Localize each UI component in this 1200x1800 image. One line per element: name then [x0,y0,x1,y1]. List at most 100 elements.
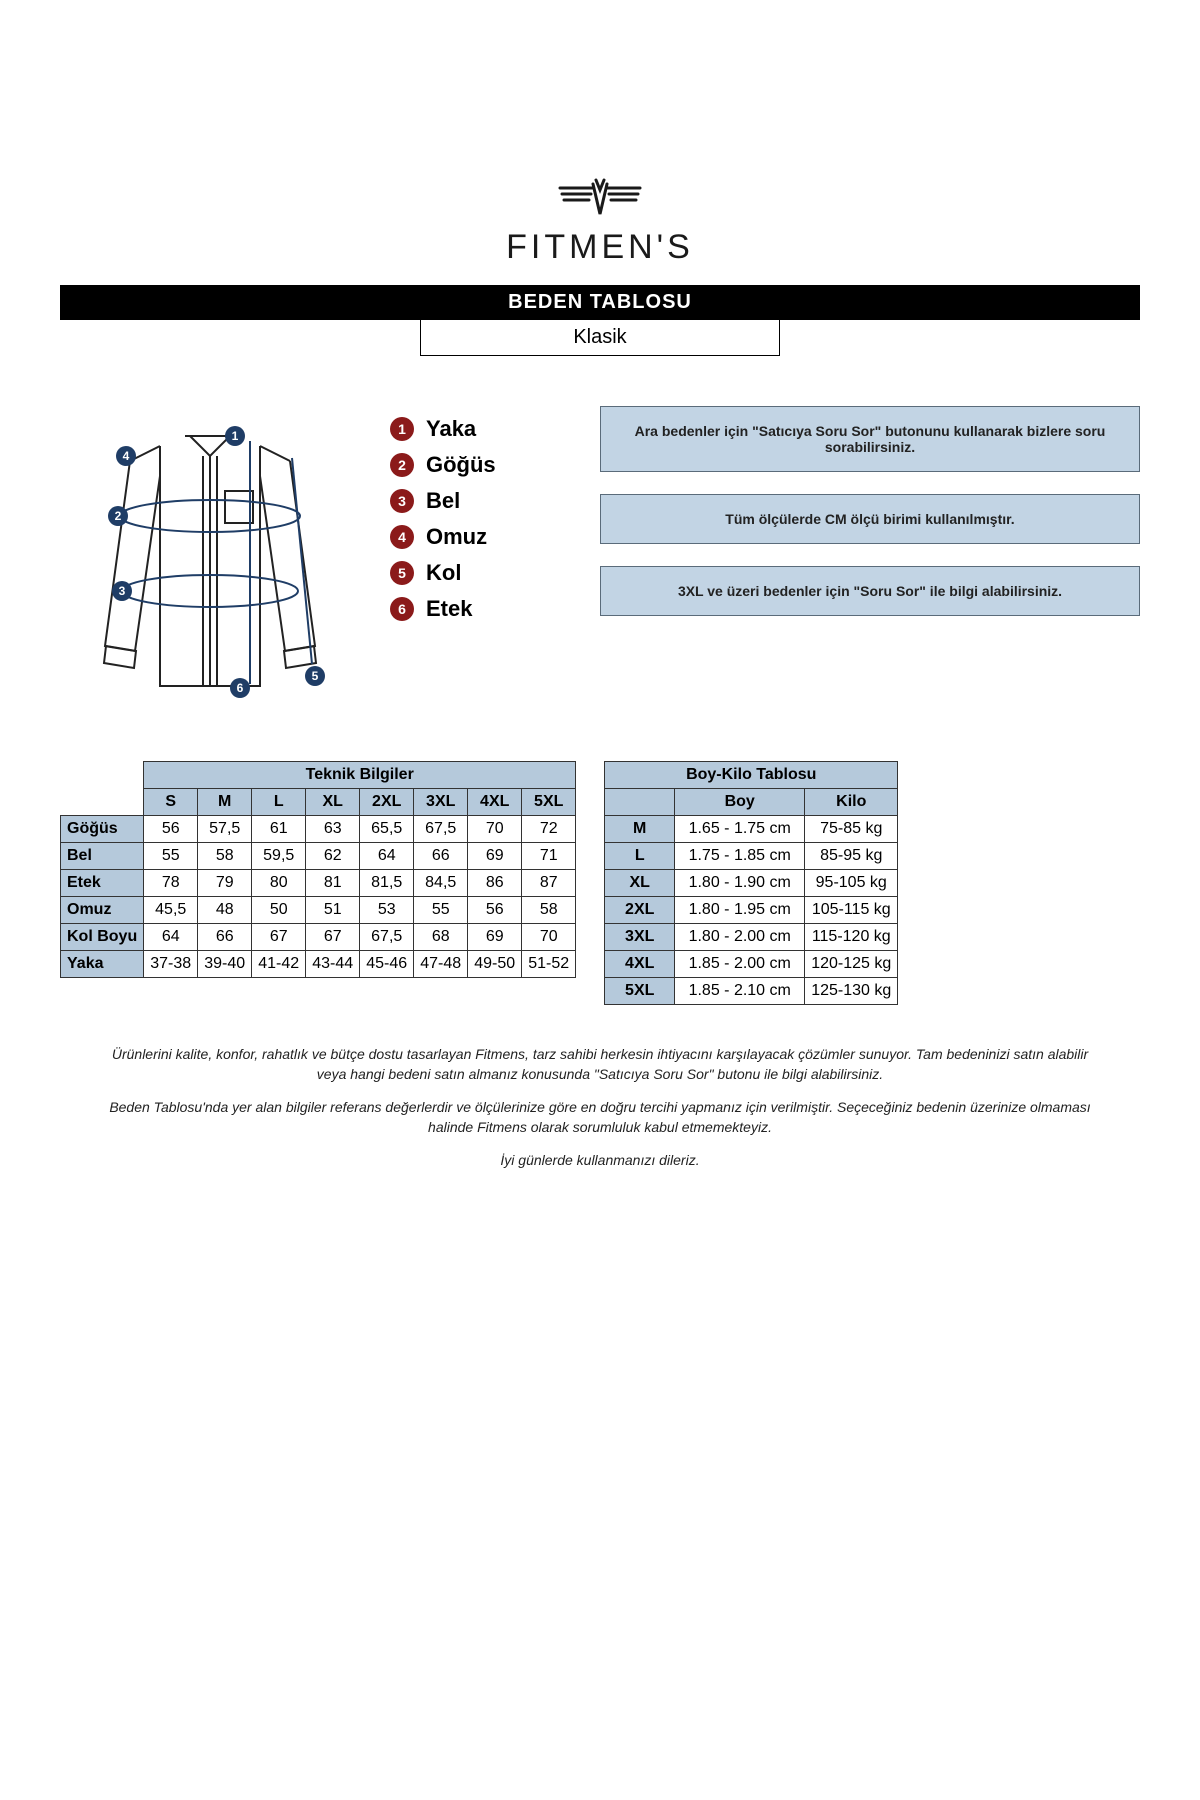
tech-title: Teknik Bilgiler [144,762,576,789]
cell: 59,5 [252,843,306,870]
hw-col: Kilo [805,789,898,816]
cell: 80 [252,870,306,897]
cell: 51 [306,897,360,924]
legend-item: 3 Bel [390,488,570,514]
diagram-badge-3: 3 [112,581,132,601]
diagram-badge-2: 2 [108,506,128,526]
hw-col: Boy [675,789,805,816]
hw-boy: 1.65 - 1.75 cm [675,816,805,843]
tables-row: Teknik Bilgiler S M L XL 2XL 3XL 4XL 5XL… [60,761,1140,1005]
cell: 67 [252,924,306,951]
footer-line: Ürünlerini kalite, konfor, rahatlık ve b… [100,1045,1100,1084]
legend-label: Bel [426,488,460,514]
diagram-badge-4: 4 [116,446,136,466]
cell: 81 [306,870,360,897]
hw-kilo: 75-85 kg [805,816,898,843]
brand-name: FITMEN'S [60,228,1140,267]
row-label: Bel [61,843,144,870]
cell: 70 [468,816,522,843]
hw-col [605,789,675,816]
diagram-badge-6: 6 [230,678,250,698]
cell: 66 [198,924,252,951]
diagram-badge-1: 1 [225,426,245,446]
hw-kilo: 95-105 kg [805,870,898,897]
tech-table: Teknik Bilgiler S M L XL 2XL 3XL 4XL 5XL… [60,761,576,978]
cell: 43-44 [306,951,360,978]
shirt-diagram: 1 2 3 4 5 6 [60,406,360,711]
hw-kilo: 85-95 kg [805,843,898,870]
hw-size: 3XL [605,924,675,951]
size-header: M [198,789,252,816]
cell: 64 [360,843,414,870]
cell: 51-52 [522,951,576,978]
hw-boy: 1.80 - 2.00 cm [675,924,805,951]
legend: 1Yaka 2 Göğüs 3 Bel 4Omuz 5 Kol 6Etek [390,406,570,711]
cell: 48 [198,897,252,924]
cell: 58 [522,897,576,924]
hw-boy: 1.85 - 2.10 cm [675,978,805,1005]
row-label: Omuz [61,897,144,924]
row-label: Yaka [61,951,144,978]
cell: 67,5 [360,924,414,951]
size-header: 4XL [468,789,522,816]
cell: 69 [468,924,522,951]
cell: 41-42 [252,951,306,978]
row-label: Göğüs [61,816,144,843]
cell: 50 [252,897,306,924]
hw-kilo: 125-130 kg [805,978,898,1005]
hw-kilo: 115-120 kg [805,924,898,951]
cell: 56 [468,897,522,924]
hw-size: M [605,816,675,843]
cell: 45,5 [144,897,198,924]
hw-boy: 1.80 - 1.90 cm [675,870,805,897]
size-header: L [252,789,306,816]
subtitle: Klasik [420,320,780,356]
table-row: Kol Boyu6466676767,5686970 [61,924,576,951]
table-row: 2XL1.80 - 1.95 cm105-115 kg [605,897,898,924]
legend-badge: 4 [390,525,414,549]
legend-badge: 3 [390,489,414,513]
cell: 79 [198,870,252,897]
size-header: XL [306,789,360,816]
hw-boy: 1.75 - 1.85 cm [675,843,805,870]
cell: 56 [144,816,198,843]
table-row: Göğüs5657,5616365,567,57072 [61,816,576,843]
row-label: Etek [61,870,144,897]
size-header: S [144,789,198,816]
table-row: Omuz45,548505153555658 [61,897,576,924]
cell: 78 [144,870,198,897]
cell: 66 [414,843,468,870]
hw-boy: 1.85 - 2.00 cm [675,951,805,978]
legend-badge: 2 [390,453,414,477]
footer: Ürünlerini kalite, konfor, rahatlık ve b… [60,1045,1140,1171]
note-box: Tüm ölçülerde CM ölçü birimi kullanılmış… [600,494,1140,544]
note-box: 3XL ve üzeri bedenler için "Soru Sor" il… [600,566,1140,616]
legend-label: Kol [426,560,461,586]
cell: 67,5 [414,816,468,843]
table-row: XL1.80 - 1.90 cm95-105 kg [605,870,898,897]
legend-label: Göğüs [426,452,496,478]
table-row: M1.65 - 1.75 cm75-85 kg [605,816,898,843]
legend-badge: 6 [390,597,414,621]
legend-badge: 5 [390,561,414,585]
hw-title: Boy-Kilo Tablosu [605,762,898,789]
hw-boy: 1.80 - 1.95 cm [675,897,805,924]
hw-size: 4XL [605,951,675,978]
cell: 55 [144,843,198,870]
legend-item: 2 Göğüs [390,452,570,478]
height-weight-table: Boy-Kilo Tablosu Boy Kilo M1.65 - 1.75 c… [604,761,898,1005]
footer-line: İyi günlerde kullanmanızı dileriz. [100,1151,1100,1171]
cell: 87 [522,870,576,897]
cell: 69 [468,843,522,870]
hw-size: XL [605,870,675,897]
cell: 49-50 [468,951,522,978]
cell: 53 [360,897,414,924]
cell: 62 [306,843,360,870]
cell: 72 [522,816,576,843]
table-row: Yaka37-3839-4041-4243-4445-4647-4849-505… [61,951,576,978]
cell: 86 [468,870,522,897]
cell: 71 [522,843,576,870]
legend-item: 1Yaka [390,416,570,442]
legend-item: 6Etek [390,596,570,622]
legend-item: 4Omuz [390,524,570,550]
